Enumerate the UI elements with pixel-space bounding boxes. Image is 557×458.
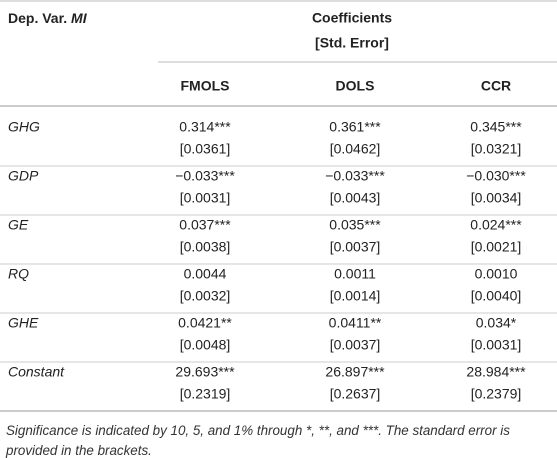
std-error: [0.0043] (330, 190, 381, 206)
std-error: [0.0021] (471, 239, 522, 255)
std-error: [0.0361] (180, 141, 231, 157)
coefficient: 28.984*** (466, 364, 526, 380)
dep-var: MI (71, 10, 88, 26)
std-error: [0.0032] (180, 288, 231, 304)
dep-var-label: Dep. Var. MI (8, 10, 88, 26)
std-error: [0.0040] (471, 288, 522, 304)
row-label: GHG (8, 119, 40, 135)
std-error: [0.2379] (471, 386, 522, 402)
row-label: GHE (8, 315, 39, 331)
std-error: [0.0038] (180, 239, 231, 255)
coefficient: −0.033*** (175, 168, 235, 184)
std-error: [0.2637] (330, 386, 381, 402)
std-error: [0.0037] (330, 239, 381, 255)
std-error: [0.2319] (180, 386, 231, 402)
std-error: [0.0462] (330, 141, 381, 157)
coefficient: 0.024*** (470, 217, 522, 233)
std-error: [0.0014] (330, 288, 381, 304)
row-label: GE (8, 217, 29, 233)
std-error: [0.0031] (180, 190, 231, 206)
std-error: [0.0037] (330, 337, 381, 353)
std-error: [0.0321] (471, 141, 522, 157)
column-header: CCR (481, 78, 511, 94)
group-subtitle: [Std. Error] (315, 35, 389, 51)
coefficient: 0.0011 (334, 266, 376, 282)
table: Dep. Var. MI Coefficients [Std. Error] F… (0, 0, 557, 412)
coefficient: −0.030*** (466, 168, 526, 184)
column-header: DOLS (336, 78, 375, 94)
coefficient: 0.034* (476, 315, 517, 331)
coefficient: 0.0010 (475, 266, 518, 282)
column-header: FMOLS (181, 78, 230, 94)
row-label: GDP (8, 168, 39, 184)
row-label: Constant (8, 364, 65, 380)
row-label: RQ (8, 266, 29, 282)
dep-var-prefix: Dep. Var. (8, 10, 67, 26)
coefficient: 0.0421** (178, 315, 232, 331)
std-error: [0.0048] (180, 337, 231, 353)
coefficient: 0.035*** (329, 217, 381, 233)
coefficient: 26.897*** (325, 364, 385, 380)
group-title: Coefficients (312, 10, 392, 26)
footnote: Significance is indicated by 10, 5, and … (6, 423, 510, 458)
coefficient: 0.037*** (179, 217, 231, 233)
coefficient: 0.0411** (329, 315, 382, 331)
std-error: [0.0034] (471, 190, 522, 206)
coefficient: 0.361*** (329, 119, 381, 135)
coefficient: −0.033*** (325, 168, 385, 184)
coefficient: 0.0044 (184, 266, 227, 282)
coefficient: 0.345*** (470, 119, 522, 135)
coefficient: 29.693*** (175, 364, 235, 380)
std-error: [0.0031] (471, 337, 522, 353)
coefficient: 0.314*** (179, 119, 231, 135)
